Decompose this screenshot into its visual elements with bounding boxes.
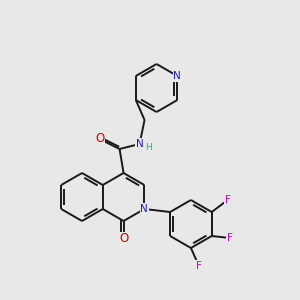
Text: H: H (145, 142, 152, 152)
Text: F: F (196, 261, 202, 271)
Text: F: F (225, 195, 231, 205)
Text: F: F (227, 233, 233, 243)
Text: N: N (173, 71, 181, 81)
Text: O: O (119, 232, 128, 245)
Text: N: N (140, 204, 148, 214)
Text: O: O (95, 133, 104, 146)
Text: N: N (136, 139, 143, 149)
